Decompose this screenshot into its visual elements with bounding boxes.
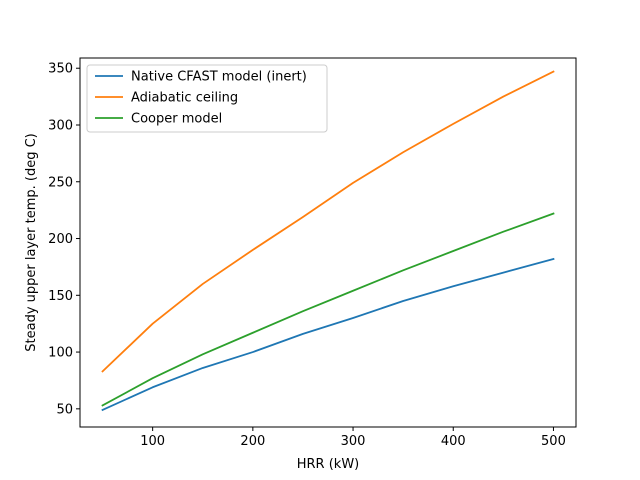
series-line-1 [101,70,555,373]
axes-layer: 100 200 300 400 500 50 100 150 200 250 300 350 [48,57,577,449]
y-tick-label-5: 300 [48,118,73,133]
series-line-2 [101,212,555,407]
y-tick-label-6: 350 [48,62,73,77]
y-tick-label-3: 200 [48,232,73,247]
series-line-0 [101,257,555,412]
x-tick-label-4: 500 [541,434,566,449]
legend: Native CFAST model (inert) Adiabatic ceil… [86,64,328,133]
axes-frame [79,57,577,428]
x-tick-label-1: 200 [240,434,265,449]
y-tick-label-4: 250 [48,175,73,190]
legend-box [86,64,328,133]
legend-label-0: Native CFAST model (inert) [131,70,307,85]
legend-label-2: Cooper model [131,112,222,127]
series-layer [101,70,555,412]
y-tick-label-1: 100 [48,346,73,361]
y-tick-label-2: 150 [48,289,73,304]
y-tick-label-0: 50 [56,402,73,417]
x-axis-label: HRR (kW) [297,457,360,472]
x-tick-label-2: 300 [341,434,366,449]
x-tick-label-3: 400 [441,434,466,449]
x-tick-label-0: 100 [140,434,165,449]
y-axis-label: Steady upper layer temp. (deg C) [24,133,39,352]
legend-label-1: Adiabatic ceiling [131,91,238,106]
